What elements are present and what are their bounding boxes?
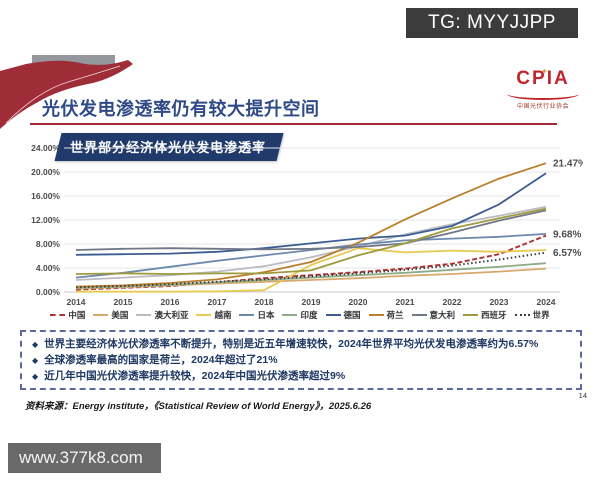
legend-label: 西班牙 bbox=[481, 310, 507, 320]
diamond-bullet-icon: ◆ bbox=[32, 339, 39, 349]
data-label: 6.57% bbox=[553, 248, 581, 259]
x-axis-tick-label: 2020 bbox=[349, 297, 368, 307]
legend-label: 荷兰 bbox=[386, 310, 404, 320]
logo-subtitle: 中国光伏行业协会 bbox=[516, 104, 569, 110]
x-axis-tick-label: 2023 bbox=[490, 297, 509, 307]
series-line-意大利 bbox=[75, 209, 547, 251]
legend-label: 日本 bbox=[257, 310, 275, 320]
ribbon-highlight-curve bbox=[5, 65, 121, 124]
legend-swatch bbox=[368, 314, 384, 316]
cpia-logo-text: ✦ CPIA bbox=[500, 67, 586, 89]
x-axis-tick-label: 2021 bbox=[396, 297, 415, 307]
legend-label: 世界 bbox=[532, 310, 550, 320]
legend-swatch bbox=[50, 314, 66, 316]
series-line-西班牙 bbox=[75, 207, 547, 275]
y-axis-tick-label: 12.00% bbox=[31, 215, 60, 225]
legend-item-越南: 越南 bbox=[196, 309, 231, 321]
chart-area: 0.00% 4.00% 8.00% 12.00% 16.00% 20.00% 24.00% 2… bbox=[18, 140, 587, 310]
chart-legend: 中国 美国 澳大利亚 越南 日本 印度 德国 荷兰 意大利 西班牙 世界 bbox=[0, 309, 600, 321]
y-axis-tick-label: 24.00% bbox=[31, 143, 60, 153]
legend-label: 美国 bbox=[111, 310, 129, 320]
title-underline bbox=[30, 123, 557, 125]
diamond-bullet-icon: ◆ bbox=[32, 371, 39, 381]
legend-item-荷兰: 荷兰 bbox=[368, 309, 404, 321]
ribbon-shape bbox=[0, 60, 133, 129]
legend-label: 中国 bbox=[68, 310, 86, 320]
legend-label: 德国 bbox=[343, 310, 361, 320]
logo-arc bbox=[507, 88, 579, 100]
x-axis-tick-label: 2024 bbox=[537, 297, 556, 307]
note-text: 世界主要经济体光伏渗透率不断提升，特别是近五年增速较快，2024年世界平均光伏发… bbox=[44, 337, 539, 350]
legend-item-澳大利亚: 澳大利亚 bbox=[136, 309, 188, 321]
x-axis-tick-label: 2018 bbox=[255, 297, 274, 307]
legend-item-美国: 美国 bbox=[93, 309, 128, 321]
data-source-note: 资料来源：Energy institute，《Statistical Revie… bbox=[25, 401, 372, 412]
cpia-acronym: CPIA bbox=[516, 68, 570, 89]
note-line: ◆ 近几年中国光伏渗透率提升较快，2024年中国光伏渗透率超过9% bbox=[32, 369, 570, 384]
series-line-日本 bbox=[75, 233, 547, 279]
series-line-澳大利亚 bbox=[75, 205, 547, 281]
page-number: 14 bbox=[578, 391, 587, 400]
series-line-越南 bbox=[76, 247, 547, 293]
x-axis-tick-label: 2014 bbox=[67, 297, 86, 307]
legend-swatch bbox=[136, 314, 152, 316]
legend-item-意大利: 意大利 bbox=[411, 309, 456, 321]
y-axis-tick-label: 20.00% bbox=[31, 167, 60, 177]
legend-item-德国: 德国 bbox=[325, 309, 361, 321]
watermark-url-bar: www.377k8.com bbox=[8, 443, 161, 473]
x-axis-tick-label: 2019 bbox=[302, 297, 321, 307]
diamond-bullet-icon: ◆ bbox=[32, 355, 39, 365]
legend-swatch bbox=[93, 314, 109, 316]
y-axis-tick-label: 8.00% bbox=[36, 239, 61, 249]
legend-swatch bbox=[463, 314, 479, 316]
legend-label: 印度 bbox=[300, 310, 318, 320]
data-label: 9.68% bbox=[553, 229, 581, 240]
series-line-印度 bbox=[75, 262, 547, 289]
note-text: 全球渗透率最高的国家是荷兰，2024年超过了21% bbox=[44, 353, 278, 366]
legend-swatch bbox=[325, 314, 341, 316]
legend-item-印度: 印度 bbox=[282, 309, 318, 321]
x-axis-tick-label: 2016 bbox=[161, 297, 180, 307]
cpia-logo: ✦ CPIA 中国光伏行业协会 bbox=[500, 67, 586, 110]
legend-swatch bbox=[514, 314, 530, 316]
key-points-box: ◆ 世界主要经济体光伏渗透率不断提升，特别是近五年增速较快，2024年世界平均光… bbox=[20, 330, 582, 390]
series-line-德国 bbox=[75, 172, 547, 256]
red-ribbon-decoration bbox=[0, 60, 133, 129]
legend-label: 意大利 bbox=[429, 310, 456, 320]
series-line-荷兰 bbox=[75, 162, 547, 288]
note-text: 近几年中国光伏渗透率提升较快，2024年中国光伏渗透率超过9% bbox=[44, 369, 346, 382]
tg-contact-badge: TG: MYYJJPP bbox=[406, 8, 578, 38]
legend-swatch bbox=[196, 314, 212, 316]
legend-item-世界: 世界 bbox=[514, 309, 550, 321]
legend-item-西班牙: 西班牙 bbox=[463, 309, 507, 321]
x-axis-tick-label: 2022 bbox=[443, 297, 462, 307]
page-title: 光伏发电渗透率仍有较大提升空间 bbox=[42, 99, 320, 119]
legend-swatch bbox=[239, 314, 255, 316]
note-line: ◆ 世界主要经济体光伏渗透率不断提升，特别是近五年增速较快，2024年世界平均光… bbox=[32, 337, 570, 352]
x-axis-tick-label: 2017 bbox=[208, 297, 227, 307]
legend-swatch bbox=[282, 314, 298, 316]
sun-spark-icon: ✦ bbox=[541, 67, 550, 76]
penetration-chart: 0.00% 4.00% 8.00% 12.00% 16.00% 20.00% 24.00% 2… bbox=[31, 143, 587, 307]
y-axis-tick-label: 4.00% bbox=[36, 263, 61, 273]
note-line: ◆ 全球渗透率最高的国家是荷兰，2024年超过了21% bbox=[32, 353, 570, 368]
legend-label: 澳大利亚 bbox=[154, 310, 189, 320]
data-label: 21.47% bbox=[553, 159, 583, 170]
series-line-世界 bbox=[75, 251, 547, 289]
y-axis-tick-label: 16.00% bbox=[31, 191, 60, 201]
legend-item-日本: 日本 bbox=[239, 309, 274, 321]
x-axis-tick-label: 2015 bbox=[114, 297, 133, 307]
legend-item-中国: 中国 bbox=[50, 309, 85, 321]
legend-label: 越南 bbox=[214, 310, 232, 320]
legend-swatch bbox=[411, 314, 427, 316]
y-axis-tick-label: 0.00% bbox=[36, 287, 61, 297]
